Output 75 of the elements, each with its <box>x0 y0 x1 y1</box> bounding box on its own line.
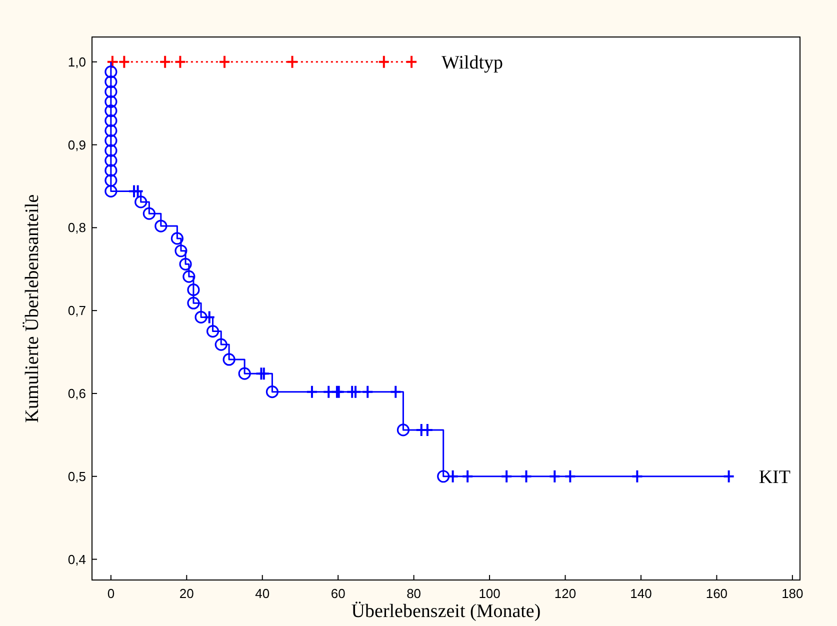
point <box>104 75 118 88</box>
point <box>104 95 118 108</box>
x-tick-label: 180 <box>782 586 804 601</box>
x-tick-label: 60 <box>330 586 346 601</box>
point <box>104 124 118 137</box>
point <box>446 469 459 484</box>
point <box>104 85 118 98</box>
point <box>187 296 200 310</box>
point <box>174 244 188 258</box>
point <box>134 196 148 208</box>
point <box>154 220 168 232</box>
x-tick-label: 160 <box>706 586 728 601</box>
point <box>306 384 318 399</box>
point <box>500 469 513 484</box>
y-tick-label: 0,9 <box>68 137 86 152</box>
y-axis-title: Kumulierte Überlebensanteile <box>22 194 43 423</box>
point <box>266 386 279 398</box>
x-tick-label: 0 <box>107 586 115 601</box>
point <box>362 384 374 399</box>
point <box>104 66 118 78</box>
point <box>194 310 208 324</box>
point <box>104 144 118 157</box>
point <box>104 134 118 147</box>
x-tick-label: 40 <box>255 586 270 601</box>
point <box>179 258 192 270</box>
x-tick-label: 120 <box>554 586 576 601</box>
point <box>174 54 186 69</box>
point <box>350 384 362 399</box>
point <box>548 469 561 484</box>
x-tick-label: 140 <box>630 586 652 601</box>
y-tick-label: 0,7 <box>68 303 86 318</box>
y-tick-label: 0,5 <box>68 468 86 484</box>
y-tick-label: 1,0 <box>68 54 86 70</box>
point <box>104 154 118 167</box>
point <box>378 54 390 69</box>
point <box>214 338 228 351</box>
point <box>132 184 144 198</box>
point <box>722 469 735 484</box>
point <box>286 54 298 69</box>
x-tick-label: 20 <box>179 586 194 601</box>
x-tick-label: 100 <box>478 586 500 601</box>
point <box>104 164 118 177</box>
point <box>104 114 118 128</box>
point <box>203 310 216 324</box>
y-tick-label: 0,6 <box>68 386 86 402</box>
point <box>218 54 231 69</box>
x-tick-label: 80 <box>406 586 422 601</box>
series-label: Wildtyp <box>442 52 504 74</box>
y-tick-label: 0,8 <box>68 220 86 236</box>
point <box>170 232 184 245</box>
point <box>104 104 118 118</box>
point <box>187 284 200 296</box>
point <box>206 325 220 338</box>
point <box>104 184 118 198</box>
point <box>258 366 270 381</box>
point <box>564 469 576 484</box>
point <box>462 469 474 484</box>
point <box>406 54 418 69</box>
point <box>322 384 335 399</box>
y-tick-label: 0,4 <box>68 552 86 567</box>
point <box>238 367 251 380</box>
point <box>142 207 156 220</box>
point <box>118 54 130 69</box>
x-axis-title: Überlebenszeit (Monate) <box>351 601 541 622</box>
point <box>631 469 644 484</box>
series-label: KIT <box>758 467 791 488</box>
point <box>520 469 532 484</box>
point <box>106 54 118 69</box>
point <box>159 54 172 69</box>
point <box>396 424 410 436</box>
point <box>182 270 196 283</box>
point <box>437 470 450 483</box>
point <box>104 174 118 187</box>
point <box>222 353 236 366</box>
point <box>390 384 402 399</box>
